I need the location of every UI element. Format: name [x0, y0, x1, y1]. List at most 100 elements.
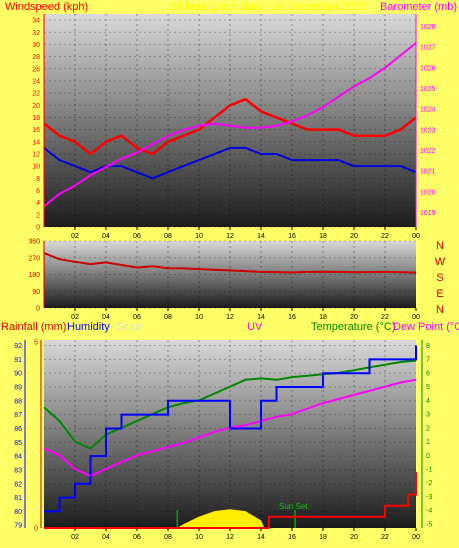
- x-tick-label: 22: [381, 233, 389, 240]
- windspeed-tick-label: 0: [36, 225, 40, 232]
- x-tick-label: 14: [257, 233, 265, 240]
- barometer-axis-label: Barometer (mb): [380, 1, 457, 13]
- windspeed-tick-label: 6: [36, 188, 40, 195]
- barometer-tick-label: 1028: [420, 24, 436, 31]
- windspeed-tick-label: 24: [32, 78, 40, 85]
- compass-label: N: [436, 304, 444, 316]
- x-tick-label: 04: [102, 314, 110, 321]
- compass-label: W: [435, 256, 446, 268]
- x-tick-label: 02: [71, 314, 79, 321]
- uv-axis-label: UV: [247, 321, 263, 333]
- windspeed-tick-label: 32: [32, 30, 40, 37]
- x-tick-label: 10: [195, 314, 203, 321]
- barometer-line: [43, 42, 417, 208]
- x-tick-label: 16: [288, 534, 296, 541]
- x-tick-label: 18: [319, 233, 327, 240]
- x-tick-label: 18: [319, 314, 327, 321]
- temperature-axis-label: Temperature (°C): [311, 321, 395, 333]
- x-tick-label: 10: [195, 534, 203, 541]
- windspeed-tick-label: 8: [36, 176, 40, 183]
- chart-subtitle: 24 hour graph data - 24 December 2008: [170, 1, 366, 13]
- x-tick-label: 14: [257, 314, 265, 321]
- windspeed-tick-label: 28: [32, 54, 40, 61]
- x-tick-label: 12: [226, 314, 234, 321]
- temperature-tick-label: 0: [426, 453, 430, 460]
- x-tick-label: 08: [164, 314, 172, 321]
- temperature-tick-label: 5: [426, 384, 430, 391]
- humidity-tick-label: 82: [14, 481, 22, 488]
- direction-plot-area: [44, 241, 416, 308]
- x-tick-label: 20: [350, 314, 358, 321]
- humidity-tick-label: 81: [14, 495, 22, 502]
- humidity-axis-label: Humidity: [67, 321, 110, 333]
- solar-axis-label: Solar: [117, 321, 143, 333]
- x-tick-label: 22: [381, 534, 389, 541]
- windspeed-tick-label: 30: [32, 42, 40, 49]
- x-tick-label: 00: [412, 314, 420, 321]
- barometer-tick-label: 1025: [420, 86, 436, 93]
- temperature-tick-label: 1: [426, 439, 430, 446]
- direction-tick-label: 180: [28, 272, 40, 279]
- windspeed-tick-label: 18: [32, 115, 40, 122]
- temperature-tick-label: -3: [426, 494, 432, 501]
- x-tick-label: 06: [133, 534, 141, 541]
- x-tick-label: 20: [350, 233, 358, 240]
- windspeed-tick-label: 14: [32, 139, 40, 146]
- windspeed-axis-label: Windspeed (kph): [5, 1, 88, 13]
- temperature-tick-label: 3: [426, 412, 430, 419]
- windspeed-tick-label: 20: [32, 103, 40, 110]
- x-tick-label: 06: [133, 233, 141, 240]
- humidity-tick-label: 86: [14, 426, 22, 433]
- x-tick-label: 22: [381, 314, 389, 321]
- humidity-tick-label: 92: [14, 343, 22, 350]
- humidity-tick-label: 83: [14, 467, 22, 474]
- windspeed-tick-label: 26: [32, 66, 40, 73]
- temperature-tick-label: 4: [426, 398, 430, 405]
- compass-label: N: [436, 240, 444, 252]
- barometer-tick-label: 1019: [420, 210, 436, 217]
- temperature-tick-label: -2: [426, 480, 432, 487]
- x-tick-label: 16: [288, 314, 296, 321]
- windspeed-tick-label: 10: [32, 164, 40, 171]
- windspeed-tick-label: 34: [32, 18, 40, 25]
- barometer-tick-label: 1024: [420, 107, 436, 114]
- rainfall-tick-label: 5: [34, 340, 38, 347]
- rainfall-tick-label: 0: [34, 526, 38, 533]
- humidity-tick-label: 87: [14, 412, 22, 419]
- x-tick-label: 08: [164, 233, 172, 240]
- humidity-tick-label: 91: [14, 357, 22, 364]
- x-tick-label: 04: [102, 534, 110, 541]
- windspeed-tick-label: 4: [36, 200, 40, 207]
- x-tick-label: 16: [288, 233, 296, 240]
- barometer-tick-label: 1021: [420, 169, 436, 176]
- x-tick-label: 20: [350, 534, 358, 541]
- x-tick-label: 04: [102, 233, 110, 240]
- x-tick-label: 10: [195, 233, 203, 240]
- windspeed-tick-label: 2: [36, 212, 40, 219]
- x-tick-label: 02: [71, 233, 79, 240]
- x-tick-label: 14: [257, 534, 265, 541]
- temperature-tick-label: -4: [426, 508, 432, 515]
- temperature-tick-label: -1: [426, 466, 432, 473]
- solar-area: [176, 509, 265, 529]
- humidity-tick-label: 90: [14, 371, 22, 378]
- direction-tick-label: 270: [28, 255, 40, 262]
- direction-tick-label: 0: [36, 306, 40, 313]
- humidity-tick-label: 80: [14, 509, 22, 516]
- compass-label: S: [436, 272, 443, 284]
- x-tick-label: 02: [71, 534, 79, 541]
- x-tick-label: 00: [412, 233, 420, 240]
- direction-tick-label: 360: [28, 239, 40, 246]
- windspeed-tick-label: 22: [32, 91, 40, 98]
- rain-humidity-temp-panel: 7980818283848586878889909192-5-4-3-2-101…: [1, 321, 459, 541]
- x-tick-label: 08: [164, 534, 172, 541]
- sunset-annotation: Sun Set: [279, 502, 308, 511]
- humidity-line: [44, 345, 417, 513]
- humidity-tick-label: 79: [14, 523, 22, 530]
- humidity-tick-label: 84: [14, 454, 22, 461]
- humidity-tick-label: 89: [14, 385, 22, 392]
- gust-speed-line: [43, 97, 417, 156]
- wind-barometer-panel: 0246810121416182022242628303234101910201…: [5, 1, 457, 240]
